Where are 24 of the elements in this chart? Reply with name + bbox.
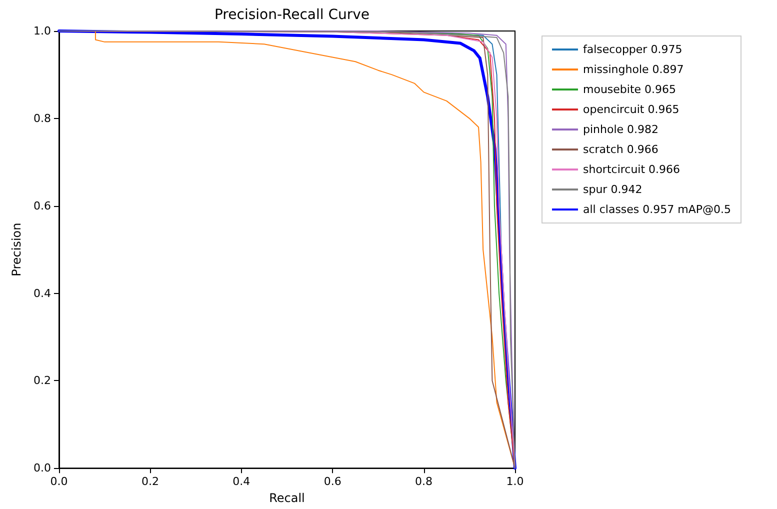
- y-tick-label: 0.2: [34, 374, 51, 388]
- legend-label: missinghole 0.897: [583, 63, 684, 76]
- x-tick-label: 0.2: [141, 475, 159, 488]
- legend-label: all classes 0.957 mAP@0.5: [583, 203, 732, 216]
- x-tick-label: 0.4: [232, 475, 250, 488]
- legend-label: shortcircuit 0.966: [583, 163, 680, 176]
- x-tick-label: 1.0: [506, 475, 524, 488]
- legend-label: scratch 0.966: [583, 143, 658, 156]
- x-tick-label: 0.0: [50, 475, 68, 488]
- legend-label: spur 0.942: [583, 183, 642, 196]
- legend-label: mousebite 0.965: [583, 83, 676, 96]
- y-tick-label: 1.0: [34, 24, 51, 38]
- x-tick-label: 0.8: [415, 475, 433, 488]
- y-tick-label: 0.8: [34, 112, 51, 125]
- y-tick-label: 0.0: [34, 462, 51, 475]
- x-axis-title: Recall: [269, 491, 305, 505]
- chart-title: Precision-Recall Curve: [214, 7, 370, 23]
- y-axis-title: Precision: [10, 222, 24, 276]
- legend-label: falsecopper 0.975: [583, 43, 682, 56]
- y-tick-label: 0.4: [34, 286, 51, 300]
- x-tick-label: 0.6: [324, 475, 342, 488]
- legend-label: pinhole 0.982: [583, 123, 659, 136]
- legend-label: opencircuit 0.965: [583, 103, 680, 116]
- y-tick-label: 0.6: [34, 199, 51, 212]
